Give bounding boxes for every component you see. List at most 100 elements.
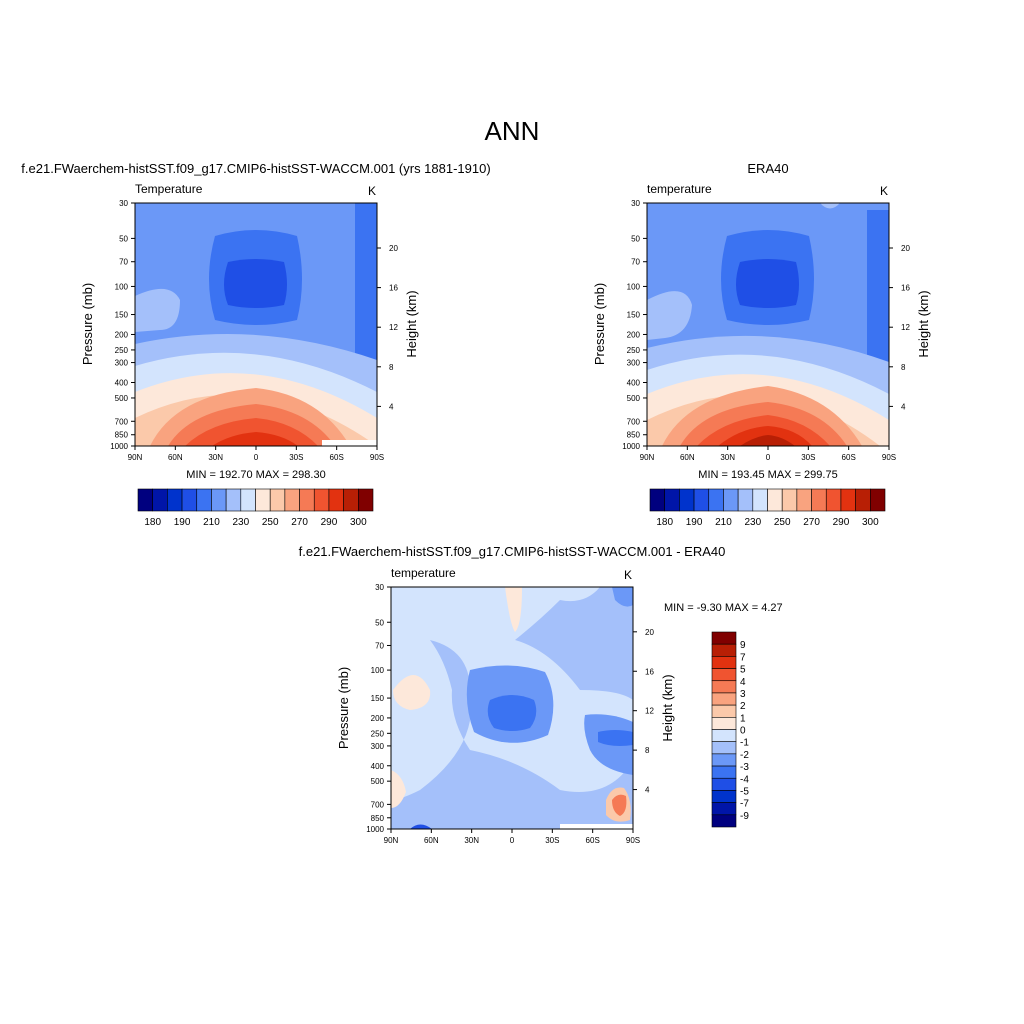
y-tick-label: 250 xyxy=(627,346,641,355)
panel-obs-minmax: MIN = 193.45 MAX = 299.75 xyxy=(698,469,837,481)
y-tick-label: 850 xyxy=(371,814,385,823)
x-tick-label: 60S xyxy=(842,453,856,462)
colorbar-swatch xyxy=(711,802,737,816)
y-tick-label: 400 xyxy=(371,762,385,771)
colorbar-label: -7 xyxy=(740,799,749,810)
x-tick-label: 60N xyxy=(424,836,439,845)
panel-obs-variable: temperature xyxy=(647,182,712,196)
y-tick-label: 150 xyxy=(371,694,385,703)
colorbar-swatch xyxy=(711,741,737,755)
y-right-tick-label: 12 xyxy=(645,707,654,716)
x-tick-label: 30S xyxy=(289,453,303,462)
colorbar-swatch xyxy=(269,488,286,512)
colorbar-swatch xyxy=(711,692,737,706)
y-tick-label: 300 xyxy=(627,359,641,368)
colorbar-label: -1 xyxy=(740,738,749,749)
colorbar-label: 4 xyxy=(740,677,746,688)
colorbar-swatch xyxy=(711,643,737,657)
colorbar-swatch xyxy=(870,488,886,512)
y-right-tick-label: 8 xyxy=(901,363,906,372)
y-tick-label: 850 xyxy=(627,431,641,440)
x-tick-label: 90N xyxy=(128,453,143,462)
contour-fill-strat-pos xyxy=(505,587,522,632)
panel-model-contours xyxy=(135,203,377,446)
panel-model-ylabel-right: Height (km) xyxy=(404,290,419,357)
y-right-tick-label: 8 xyxy=(389,363,394,372)
colorbar-swatch xyxy=(181,488,198,512)
panel-obs-axes: 3050701001502002503004005007008501000481… xyxy=(622,199,910,462)
panel-diff-variable: temperature xyxy=(391,566,456,580)
colorbar-label: 9 xyxy=(740,640,746,651)
x-tick-label: 90S xyxy=(370,453,384,462)
colorbar-swatch xyxy=(711,814,737,828)
colorbar-swatch xyxy=(855,488,871,512)
y-tick-label: 400 xyxy=(627,379,641,388)
colorbar-label: 270 xyxy=(291,517,308,528)
panel-model: f.e21.FWaerchem-histSST.f09_g17.CMIP6-hi… xyxy=(21,161,490,528)
x-tick-label: 60N xyxy=(168,453,183,462)
colorbar-swatch xyxy=(328,488,344,512)
x-tick-label: 60N xyxy=(680,453,695,462)
colorbar-label: 3 xyxy=(740,689,746,700)
y-tick-label: 500 xyxy=(115,394,129,403)
y-tick-label: 250 xyxy=(371,729,385,738)
colorbar-swatch xyxy=(649,488,665,512)
colorbar-swatch xyxy=(711,765,737,779)
contour-fill-core-neg xyxy=(487,695,537,731)
panel-model-ylabel: Pressure (mb) xyxy=(80,283,95,365)
contour-fill-sh-neg-core xyxy=(598,730,633,746)
y-tick-label: 150 xyxy=(627,311,641,320)
y-right-tick-label: 4 xyxy=(389,402,394,411)
contour-fill-upper-neg xyxy=(515,587,633,700)
x-tick-label: 30S xyxy=(801,453,815,462)
x-tick-label: 90S xyxy=(626,836,640,845)
x-tick-label: 30N xyxy=(720,453,735,462)
colorbar-label: 250 xyxy=(262,517,279,528)
y-tick-label: 200 xyxy=(371,714,385,723)
y-tick-label: 700 xyxy=(115,417,129,426)
y-right-tick-label: 16 xyxy=(901,284,910,293)
y-tick-label: 1000 xyxy=(366,825,384,834)
colorbar-label: -3 xyxy=(740,762,749,773)
colorbar-swatch xyxy=(711,729,737,742)
colorbar-label: 1 xyxy=(740,713,746,724)
y-tick-label: 70 xyxy=(375,641,384,650)
colorbar-swatch xyxy=(840,488,856,512)
colorbar-swatch xyxy=(711,717,737,730)
y-tick-label: 1000 xyxy=(110,442,128,451)
colorbar-swatch xyxy=(240,488,256,512)
contour-fill-nh-low-pos xyxy=(391,770,406,808)
y-tick-label: 200 xyxy=(115,330,129,339)
colorbar-swatch xyxy=(167,488,183,512)
colorbar-label: 180 xyxy=(656,517,673,528)
colorbar-swatch xyxy=(358,488,374,512)
colorbar-swatch xyxy=(313,488,330,512)
y-tick-label: 30 xyxy=(375,583,384,592)
contour-fill-np-neg xyxy=(410,824,432,829)
panel-obs-ylabel-right: Height (km) xyxy=(916,290,931,357)
colorbar-swatch xyxy=(711,777,737,791)
colorbar-swatch xyxy=(711,704,737,718)
y-right-tick-label: 4 xyxy=(645,786,650,795)
colorbar-label: 250 xyxy=(774,517,791,528)
colorbar-swatch xyxy=(711,680,737,694)
panel-model-colorbar: 180 190 210 230 250 270 290 300 xyxy=(137,488,374,528)
colorbar-label: 300 xyxy=(350,517,367,528)
panel-model-minmax: MIN = 192.70 MAX = 298.30 xyxy=(186,469,325,481)
colorbar-swatch xyxy=(711,790,737,803)
panel-diff-title: f.e21.FWaerchem-histSST.f09_g17.CMIP6-hi… xyxy=(299,544,726,559)
panel-obs: ERA40 temperature K 30507010015020025030… xyxy=(592,161,931,528)
y-tick-label: 1000 xyxy=(622,442,640,451)
colorbar-label: 300 xyxy=(862,517,879,528)
y-tick-label: 700 xyxy=(371,800,385,809)
colorbar-swatch xyxy=(723,488,739,512)
y-right-tick-label: 16 xyxy=(389,284,398,293)
colorbar-label: 2 xyxy=(740,701,746,712)
contour-fill-polar-warm-spot xyxy=(820,203,840,209)
y-tick-label: 850 xyxy=(115,431,129,440)
colorbar-label: -5 xyxy=(740,786,749,797)
colorbar-swatch xyxy=(664,488,680,512)
y-tick-label: 150 xyxy=(115,311,129,320)
